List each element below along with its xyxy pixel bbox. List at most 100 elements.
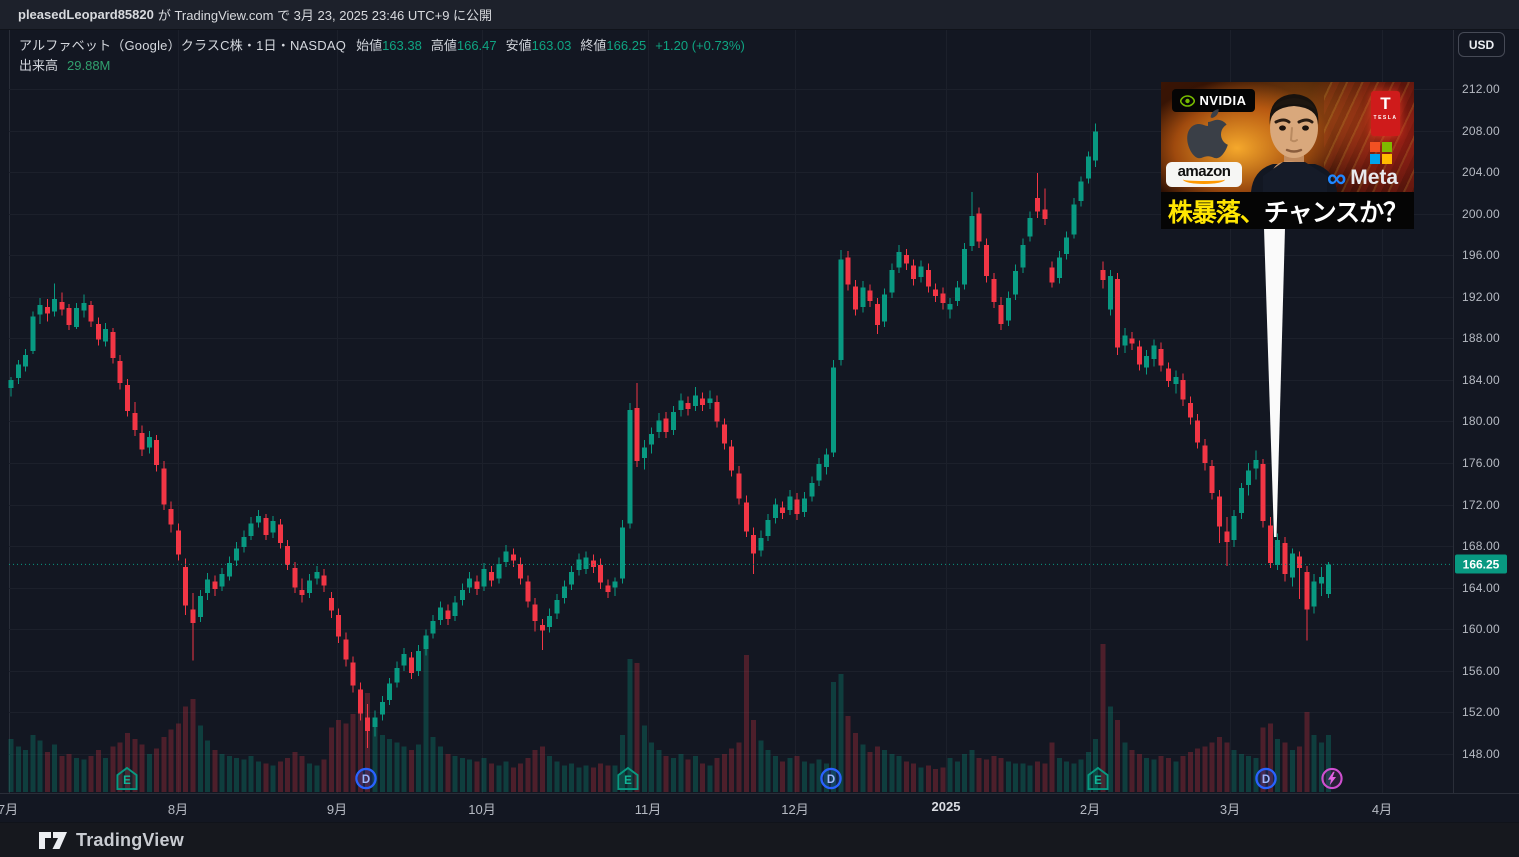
volume-bar — [59, 755, 65, 792]
candle-body — [1246, 470, 1252, 485]
volume-bar — [1144, 757, 1150, 792]
candle-body — [809, 482, 815, 497]
candle-body — [583, 557, 589, 570]
volume-bar — [670, 757, 676, 792]
candle — [554, 593, 560, 619]
candle-body — [649, 433, 655, 445]
candle-body — [845, 257, 851, 285]
candle-body — [918, 266, 924, 278]
candle — [270, 516, 276, 538]
candle-body — [852, 286, 858, 310]
volume-bar — [372, 721, 378, 792]
candle-body — [911, 265, 917, 280]
volume-bar — [598, 763, 604, 792]
candle-body — [59, 302, 65, 310]
candle-body — [256, 516, 262, 523]
open-label: 始値 — [356, 38, 383, 53]
candle-body — [248, 523, 254, 536]
candle-body — [197, 596, 203, 617]
volume-bar — [874, 746, 880, 792]
volume-bar — [503, 761, 509, 792]
volume-bar — [190, 698, 196, 792]
volume-bar — [394, 742, 400, 792]
volume-bar — [809, 763, 815, 792]
candle-body — [321, 575, 327, 586]
candle-body — [1326, 564, 1332, 595]
candle-body — [416, 651, 422, 671]
candle — [379, 695, 385, 721]
price-axis-label: 148.00 — [1462, 746, 1500, 761]
candle — [1005, 291, 1011, 326]
candle-body — [656, 420, 662, 432]
volume-label[interactable]: 出来高 — [19, 58, 59, 73]
candle-body — [23, 354, 29, 367]
candle-body — [670, 412, 676, 430]
volume-bar — [1071, 763, 1077, 792]
candle-body — [37, 305, 43, 315]
candle — [852, 280, 858, 316]
candle-body — [205, 579, 211, 593]
candle-body — [1267, 525, 1273, 563]
candle-body — [933, 289, 939, 296]
last-price-badge[interactable]: 166.25 — [1455, 554, 1507, 574]
volume-bar — [700, 763, 706, 792]
volume-bar — [1034, 761, 1040, 792]
candle-body — [721, 424, 727, 444]
svg-text:D: D — [362, 774, 370, 786]
candle — [59, 292, 65, 316]
candle — [1180, 373, 1186, 406]
candle — [525, 575, 531, 608]
volume-bar — [161, 736, 167, 792]
publisher-username: pleasedLeopard85820 — [18, 7, 154, 22]
currency-toggle-button[interactable]: USD — [1458, 32, 1505, 57]
candle — [860, 281, 866, 313]
volume-bar — [954, 761, 960, 792]
candle-body — [8, 379, 14, 389]
volume-bar — [882, 750, 888, 792]
event-lightning-marker[interactable] — [1321, 767, 1344, 795]
candle — [940, 287, 946, 310]
close-value: 166.25 — [606, 38, 647, 53]
volume-bar — [248, 755, 254, 792]
volume-bar — [1260, 727, 1266, 792]
candle-body — [1318, 576, 1324, 584]
volume-bar — [219, 754, 225, 792]
volume-bar — [852, 733, 858, 792]
candle — [780, 501, 786, 520]
tradingview-logo[interactable]: TradingView — [38, 830, 184, 851]
candle — [474, 575, 480, 596]
dividend-marker[interactable]: D — [355, 767, 378, 795]
change-value: +1.20 (+0.73%) — [655, 38, 745, 53]
candle-body — [110, 332, 116, 359]
volume-bar — [634, 662, 640, 792]
candle — [1158, 342, 1164, 372]
volume-bar — [1020, 763, 1026, 792]
candle-body — [816, 464, 822, 481]
candle — [663, 412, 669, 439]
candle-body — [1282, 543, 1288, 575]
volume-bar — [510, 767, 516, 792]
earnings-marker[interactable]: E — [116, 766, 139, 796]
candle — [772, 498, 778, 524]
earnings-marker[interactable]: E — [617, 766, 640, 796]
candle-body — [1078, 181, 1084, 202]
symbol-title[interactable]: アルファベット（Google）クラスC株・1日・NASDAQ — [19, 38, 347, 53]
dividend-marker[interactable]: D — [820, 767, 843, 795]
footer-bar: TradingView — [0, 823, 1519, 857]
volume-bar — [1136, 754, 1142, 792]
candle — [539, 618, 545, 651]
dividend-marker[interactable]: D — [1255, 767, 1278, 795]
candle — [612, 577, 618, 597]
candle-body — [15, 364, 21, 378]
candle — [969, 191, 975, 252]
candle-body — [1100, 269, 1106, 281]
candle — [925, 263, 931, 293]
time-axis-label: 7月 — [0, 802, 19, 817]
earnings-marker[interactable]: E — [1087, 766, 1110, 796]
volume-bar — [816, 759, 822, 792]
candle-body — [146, 437, 152, 448]
candle-body — [234, 548, 240, 561]
candle-body — [627, 410, 633, 524]
volume-bar — [423, 643, 429, 792]
